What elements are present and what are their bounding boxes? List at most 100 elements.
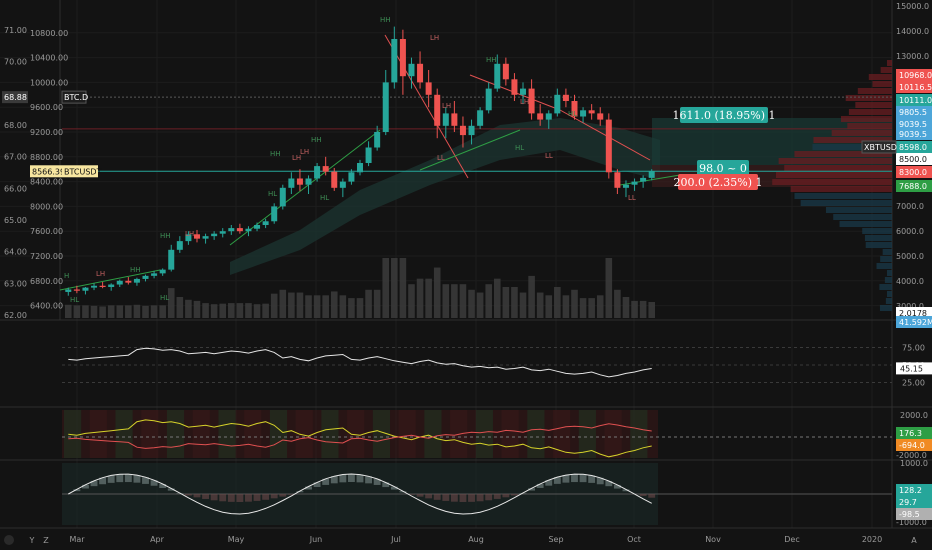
osc2-histogram-bar: [236, 494, 244, 502]
volume-bar: [562, 295, 570, 318]
btc-d-symbol-label[interactable]: BTC.D: [64, 93, 88, 102]
mid-axis-tick: 9600.00: [30, 103, 63, 112]
measure-label-text[interactable]: 1611.0 (18.95%) 1: [672, 109, 775, 122]
osc1-tag[interactable]: [896, 439, 932, 451]
osc2-tag[interactable]: [896, 508, 932, 520]
z-toolbar-button[interactable]: Z: [43, 536, 49, 545]
osc2-histogram-bar: [493, 494, 501, 499]
price-tag-text[interactable]: 2.0178: [899, 309, 927, 318]
mid-axis-tick: 10400.00: [30, 54, 68, 63]
price-tag[interactable]: [896, 94, 932, 106]
osc2-histogram-bar: [210, 494, 218, 501]
btcusdt-badge-text[interactable]: 8566.39: [32, 167, 65, 176]
candle-body: [477, 110, 484, 126]
price-tag-text[interactable]: 41.592M: [899, 318, 932, 327]
osc2-histogram-bar: [184, 494, 192, 496]
price-tag[interactable]: [896, 153, 932, 165]
volume-bar: [528, 275, 535, 318]
volume-profile-bar: [887, 291, 892, 297]
osc2-tag[interactable]: [896, 484, 932, 496]
volume-bar: [167, 288, 175, 318]
volume-profile-bar: [876, 263, 892, 269]
btcusdt-symbol-label[interactable]: BTCUSDT: [64, 167, 102, 176]
cloud-zone: [230, 118, 660, 275]
rsi-tag[interactable]: [896, 362, 932, 375]
timezone-button[interactable]: [4, 535, 14, 545]
osc1-band: [269, 410, 288, 458]
price-tag-text[interactable]: 8300.0: [899, 168, 927, 177]
price-tag-text[interactable]: 8598.0: [899, 143, 927, 152]
osc2-histogram-bar: [245, 494, 252, 502]
xbtusd-label-box[interactable]: [861, 140, 897, 154]
price-tag[interactable]: [896, 118, 932, 130]
volume-bar: [322, 295, 329, 318]
measure-label-box[interactable]: [678, 174, 758, 190]
left-axis-tick: 63.00: [4, 279, 27, 288]
xbtusd-label[interactable]: XBTUSD: [864, 143, 897, 152]
candle-body: [65, 289, 72, 292]
volume-bar: [476, 292, 484, 318]
price-tag-text[interactable]: 8500.0: [899, 155, 927, 164]
osc2-tag[interactable]: [896, 496, 932, 508]
price-tag[interactable]: [896, 180, 932, 192]
osc1-band: [578, 410, 596, 458]
osc1-base-line: [68, 423, 652, 449]
btcusdt-badge[interactable]: [30, 165, 62, 178]
volume-bar: [133, 304, 141, 318]
right-axis-tick: 14000.0: [896, 27, 929, 36]
btc-d-badge[interactable]: [2, 91, 28, 104]
price-tag[interactable]: [896, 128, 932, 140]
price-tag-text[interactable]: 10116.5: [899, 83, 932, 92]
osc2-histogram-bar: [296, 491, 304, 493]
osc2-tag-text[interactable]: -98.5: [899, 510, 920, 519]
measure-label-text[interactable]: 98.0 ~ 0: [699, 162, 747, 175]
measure-label-box[interactable]: [697, 160, 749, 176]
price-tag-text[interactable]: 7688.0: [899, 182, 927, 191]
volume-profile-bar: [879, 305, 892, 311]
candle-body: [82, 287, 89, 291]
osc1-band: [218, 410, 236, 458]
osc2-tag-text[interactable]: 128.2: [899, 486, 922, 495]
pivot-label: HH: [160, 232, 171, 240]
osc2-histogram-bar: [613, 484, 621, 489]
osc1-tag-text[interactable]: 176.3: [899, 429, 922, 438]
price-tag-text[interactable]: 10111.0: [899, 96, 932, 105]
price-tag[interactable]: [896, 316, 932, 328]
osc2-histogram-bar: [73, 489, 81, 492]
btcusdt-symbol-box[interactable]: [62, 165, 98, 178]
pivot-label: HH: [311, 136, 322, 144]
volume-profile-bar: [884, 277, 892, 283]
volume-bar: [365, 289, 372, 318]
mid-axis-tick: 10000.00: [30, 78, 68, 87]
price-tag-text[interactable]: 9805.5: [899, 108, 927, 117]
y-toolbar-button[interactable]: Y: [29, 536, 35, 545]
osc1-tag-text[interactable]: -694.0: [899, 441, 925, 450]
pivot-label: HL: [515, 144, 524, 152]
rsi-tag-text[interactable]: 45.15: [900, 364, 923, 373]
price-tag[interactable]: [896, 141, 932, 153]
price-tag[interactable]: [896, 81, 932, 93]
btc-d-badge-text[interactable]: 68.88: [4, 93, 27, 102]
measure-label-text[interactable]: 200.0 (2.35%) 1: [673, 176, 762, 189]
a-toolbar-button[interactable]: A: [911, 536, 917, 545]
price-tag[interactable]: [896, 106, 932, 118]
mid-axis-tick: 6400.00: [30, 302, 63, 311]
osc2-histogram-bar: [90, 480, 98, 487]
price-tag-text[interactable]: 9039.5: [899, 130, 927, 139]
btc-d-symbol-box[interactable]: [61, 90, 87, 104]
pivot-label: LH: [292, 154, 301, 162]
measure-label-box[interactable]: [680, 107, 768, 123]
price-tag-text[interactable]: 10968.0: [899, 71, 932, 80]
candle-body: [511, 79, 518, 95]
osc2-tag-text[interactable]: 29.7: [899, 498, 917, 507]
price-tag[interactable]: [896, 69, 932, 81]
volume-bar: [631, 300, 638, 318]
osc2-histogram-bar: [193, 494, 201, 498]
osc1-tag[interactable]: [896, 427, 932, 439]
price-tag-text[interactable]: 9039.5: [899, 120, 927, 129]
price-tag[interactable]: [896, 166, 932, 178]
